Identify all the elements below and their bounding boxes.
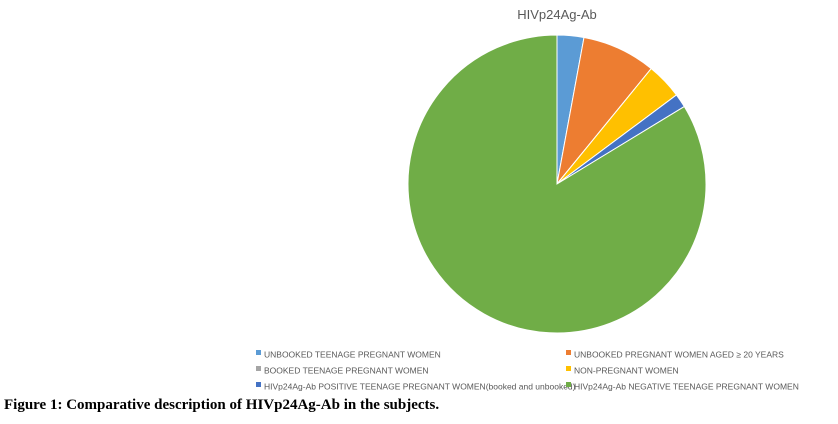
legend-label: HIVp24Ag-Ab NEGATIVE TEENAGE PREGNANT WO… (574, 381, 799, 391)
legend-label: UNBOOKED PREGNANT WOMEN AGED ≥ 20 YEARS (574, 349, 784, 359)
legend-swatch (566, 382, 571, 387)
legend-swatch (256, 350, 261, 355)
legend-label: UNBOOKED TEENAGE PREGNANT WOMEN (264, 349, 441, 359)
legend-swatch (566, 350, 571, 355)
chart-title: HIVp24Ag-Ab (517, 7, 597, 22)
pie-slice (407, 34, 707, 334)
legend-swatch (566, 366, 571, 371)
legend-swatch (256, 382, 261, 387)
caption: Figure 1: Comparative description of HIV… (4, 397, 439, 413)
legend-label: BOOKED TEENAGE PREGNANT WOMEN (264, 365, 429, 375)
legend-swatch (256, 366, 261, 371)
legend-label: HIVp24Ag-Ab POSITIVE TEENAGE PREGNANT WO… (264, 381, 576, 391)
legend-label: NON-PREGNANT WOMEN (574, 365, 679, 375)
